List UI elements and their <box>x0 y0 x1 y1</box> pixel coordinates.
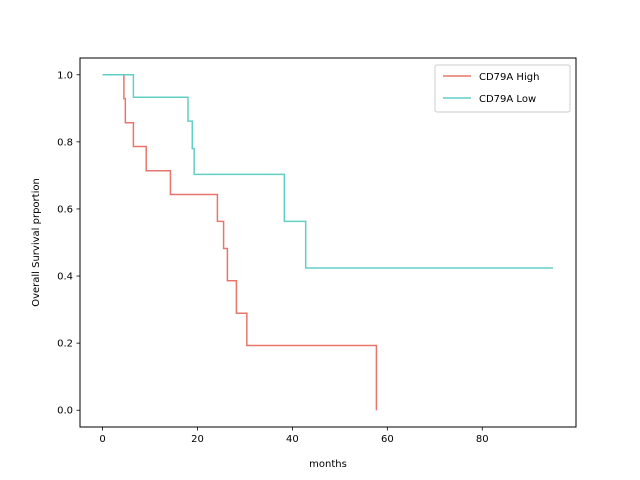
x-tick-label: 0 <box>99 434 105 445</box>
series-line-cd79a-low <box>102 74 553 269</box>
plot-frame <box>79 57 577 428</box>
curves-layer <box>102 74 553 411</box>
y-tick-label: 0.0 <box>57 406 73 417</box>
series-line-cd79a-high <box>123 74 378 411</box>
x-axis-label: months <box>309 459 347 470</box>
y-axis-ticks: 0.0 0.2 0.4 0.6 0.8 1.0 <box>57 70 80 417</box>
x-axis-ticks: 0 20 40 60 80 <box>99 427 489 445</box>
x-tick-label: 20 <box>191 434 204 445</box>
x-tick-label: 40 <box>286 434 299 445</box>
legend: CD79A High CD79A Low <box>434 64 571 113</box>
y-tick-label: 0.4 <box>57 272 73 283</box>
y-tick-label: 1.0 <box>57 70 73 81</box>
legend-label-cd79a-high: CD79A High <box>479 72 539 83</box>
y-tick-label: 0.2 <box>57 339 73 350</box>
y-tick-label: 0.8 <box>57 137 73 148</box>
x-tick-label: 80 <box>476 434 489 445</box>
y-axis-label: Overall Survival prportion <box>31 178 42 307</box>
y-tick-label: 0.6 <box>57 204 73 215</box>
legend-label-cd79a-low: CD79A Low <box>479 94 536 105</box>
x-tick-label: 60 <box>381 434 394 445</box>
